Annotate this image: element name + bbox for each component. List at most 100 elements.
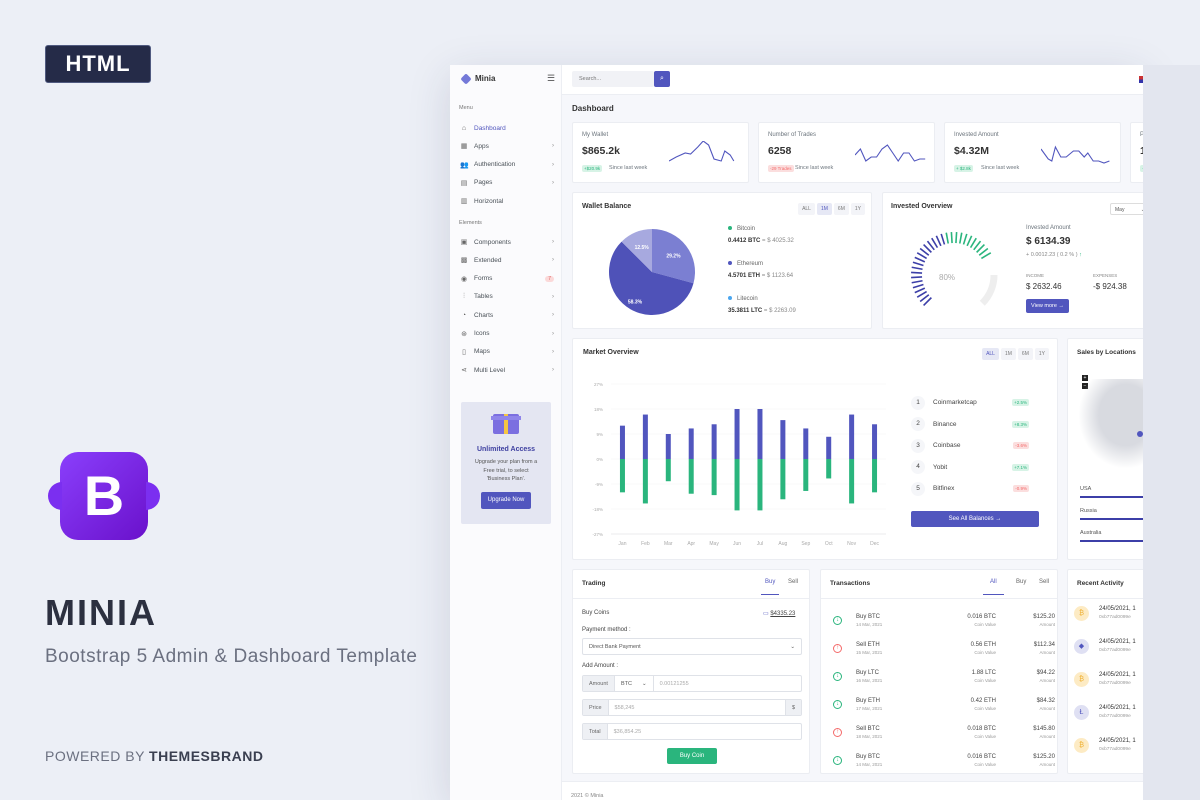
bar-oct-neg[interactable] (826, 459, 832, 479)
sidebar-item-dashboard[interactable]: ⌂ Dashboard (460, 122, 554, 134)
activity-item[interactable]: ₿ 24/05/2021, 1 0xb77ad0099e (1068, 672, 1143, 705)
bar-jun-pos[interactable] (734, 409, 740, 459)
bar-mar-neg[interactable] (665, 459, 671, 482)
sidebar-item-charts[interactable]: ◔ Charts › (460, 309, 554, 321)
buy-coin-button[interactable]: Buy Coin (667, 748, 717, 764)
sidebar-item-extended[interactable]: ▩ Extended › (460, 254, 554, 266)
bar-may-neg[interactable] (711, 459, 717, 496)
sidebar-item-pages[interactable]: ▤ Pages › (460, 177, 554, 189)
bar-jul-neg[interactable] (757, 459, 763, 511)
transaction-row[interactable]: ↓ Buy BTC 14 Mar, 2021 0.016 BTC Coin Value $… (821, 746, 1057, 769)
menu-toggle-icon[interactable]: ☰ (547, 73, 556, 83)
sidebar-item-horizontal[interactable]: ▥ Horizontal (460, 195, 554, 207)
pie-slice-litecoin[interactable] (621, 229, 652, 272)
sidebar-item-maps[interactable]: ▯ Maps › (460, 346, 554, 358)
pie-slice-ethereum[interactable] (609, 241, 694, 315)
bar-oct-pos[interactable] (826, 436, 832, 459)
map-marker[interactable] (1137, 431, 1143, 437)
transactions-list: ↓ Buy BTC 14 Mar, 2021 0.016 BTC Coin Value $… (821, 606, 1057, 769)
bar-aug-neg[interactable] (780, 459, 786, 500)
coin-select[interactable]: BTC ⌄ (615, 676, 654, 691)
country-label: Australia (1080, 530, 1102, 536)
bar-aug-pos[interactable] (780, 420, 786, 459)
amount-input[interactable]: 0.00121255 (659, 680, 689, 687)
tab-6m[interactable]: 6M (833, 203, 849, 215)
tab-1y[interactable]: 1Y (1034, 348, 1049, 360)
bar-mar-pos[interactable] (665, 434, 671, 459)
search-input[interactable] (572, 71, 654, 87)
bar-jul-pos[interactable] (757, 409, 763, 459)
bar-jun-neg[interactable] (734, 459, 740, 511)
see-all-balances-button[interactable]: See All Balances → (911, 511, 1039, 527)
tab-all[interactable]: ALL (798, 203, 815, 215)
bar-dec-neg[interactable] (872, 459, 878, 493)
tab-all[interactable]: All (983, 579, 1004, 595)
app-logo[interactable]: Minia (460, 72, 495, 85)
total-input[interactable]: $36,854.25 (613, 728, 642, 735)
sidebar-item-forms[interactable]: ◉ Forms 7 (460, 273, 554, 285)
tab-1y[interactable]: 1Y (850, 203, 865, 215)
sidebar-item-icons[interactable]: ⊛ Icons › (460, 328, 554, 340)
bar-nov-neg[interactable] (849, 459, 855, 504)
upgrade-now-button[interactable]: Upgrade Now (481, 491, 531, 509)
tab-1m[interactable]: 1M (1000, 348, 1016, 360)
transaction-row[interactable]: ↑ Sell BTC 18 Mar, 2021 0.018 BTC Coin Value… (821, 718, 1057, 746)
box-icon: ◉ (460, 275, 468, 283)
sidebar-item-components[interactable]: ▣ Components › (460, 236, 554, 248)
map-zoom-in-button[interactable]: + (1082, 375, 1088, 381)
bar-feb-pos[interactable] (642, 414, 648, 459)
search-button[interactable]: ⌕ (654, 71, 670, 87)
bar-apr-pos[interactable] (688, 428, 694, 459)
transaction-row[interactable]: ↑ Sell ETH 15 Mar, 2021 0.56 ETH Coin Value $… (821, 634, 1057, 662)
transaction-row[interactable]: ↓ Buy ETH 17 Mar, 2021 0.42 ETH Coin Value $8… (821, 690, 1057, 718)
month-select[interactable]: May ⌄ (1110, 203, 1143, 215)
exchange-row[interactable]: 2 Binance +8.3% (911, 414, 1039, 436)
bar-sep-neg[interactable] (803, 459, 809, 491)
tab-sell[interactable]: Sell (1039, 579, 1050, 585)
payment-method-select[interactable]: Direct Bank Payment ⌄ (582, 638, 802, 655)
sidebar-item-multi-level[interactable]: ⋖ Multi Level › (460, 364, 554, 376)
tab-buy[interactable]: Buy (1016, 579, 1027, 585)
exchange-row[interactable]: 5 Bitfinex -0.9% (911, 478, 1039, 500)
tab-buy[interactable]: Buy (761, 579, 780, 595)
logo-icon (460, 72, 472, 85)
view-more-button[interactable]: View more → (1026, 299, 1069, 313)
bar-nov-pos[interactable] (849, 414, 855, 459)
activity-item[interactable]: ₿ 24/05/2021, 1 0xb77ad0099e (1068, 738, 1143, 771)
menu-section-label: Menu (459, 105, 473, 111)
bar-dec-pos[interactable] (872, 424, 878, 459)
activity-item[interactable]: Ł 24/05/2021, 1 0xb77ad0099e (1068, 705, 1143, 738)
bar-may-pos[interactable] (711, 424, 717, 459)
price-input[interactable]: $58,245 (614, 704, 635, 711)
sparkline-line (669, 141, 735, 162)
exchange-row[interactable]: 1 Coinmarketcap +2.5% (911, 392, 1039, 414)
bar-feb-neg[interactable] (642, 459, 648, 504)
exchange-change-badge: -0.9% (1013, 485, 1029, 493)
transaction-row[interactable]: ↓ Buy LTC 16 Mar, 2021 1.88 LTC Coin Value $9… (821, 662, 1057, 690)
flag-icon[interactable] (1139, 76, 1143, 83)
transaction-row[interactable]: ↓ Buy BTC 14 Mar, 2021 0.016 BTC Coin Value $… (821, 606, 1057, 634)
chevron-right-icon: › (552, 257, 554, 264)
tab-sell[interactable]: Sell (788, 579, 799, 585)
payment-method-label: Payment method : (582, 627, 631, 633)
exchange-row[interactable]: 4 Yobit +7.1% (911, 457, 1039, 479)
world-map[interactable] (1078, 379, 1143, 469)
tab-all[interactable]: ALL (982, 348, 999, 360)
pie-slice-bitcoin[interactable] (652, 229, 695, 284)
wallet-balance-link[interactable]: ▭ $4335.23 (763, 610, 795, 617)
tab-1m[interactable]: 1M (816, 203, 832, 215)
bar-apr-neg[interactable] (688, 459, 694, 494)
invested-gauge (911, 232, 998, 306)
tab-6m[interactable]: 6M (1017, 348, 1033, 360)
exchange-row[interactable]: 3 Coinbase -3.6% (911, 435, 1039, 457)
sidebar-item-authentication[interactable]: 👥 Authentication › (460, 159, 554, 171)
activity-item[interactable]: ₿ 24/05/2021, 1 0xb77ad0099e (1068, 606, 1143, 639)
gauge-tick (919, 294, 930, 303)
bar-jan-neg[interactable] (619, 459, 625, 493)
sidebar-item-tables[interactable]: ⫶ Tables › (460, 291, 554, 303)
bar-sep-pos[interactable] (803, 428, 809, 459)
activity-item[interactable]: ◆ 24/05/2021, 1 0xb77ad0099e (1068, 639, 1143, 672)
coin-name: Bitcoin (737, 226, 756, 232)
sidebar-item-apps[interactable]: ▦ Apps › (460, 140, 554, 152)
bar-jan-pos[interactable] (619, 425, 625, 459)
